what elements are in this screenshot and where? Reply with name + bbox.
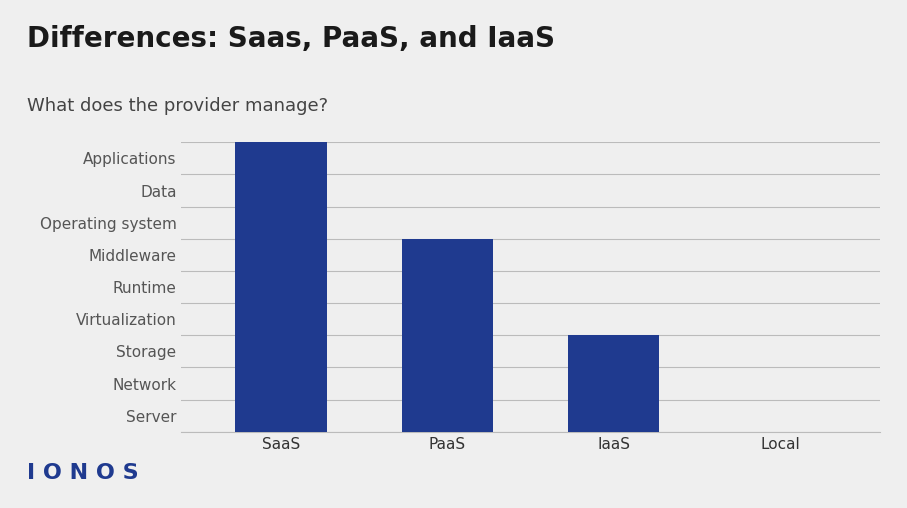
Bar (568, 335, 659, 432)
Bar (236, 142, 327, 432)
Text: I O N O S: I O N O S (27, 463, 139, 483)
Text: Differences: Saas, PaaS, and IaaS: Differences: Saas, PaaS, and IaaS (27, 25, 555, 53)
Text: What does the provider manage?: What does the provider manage? (27, 97, 328, 114)
Bar (402, 239, 493, 432)
